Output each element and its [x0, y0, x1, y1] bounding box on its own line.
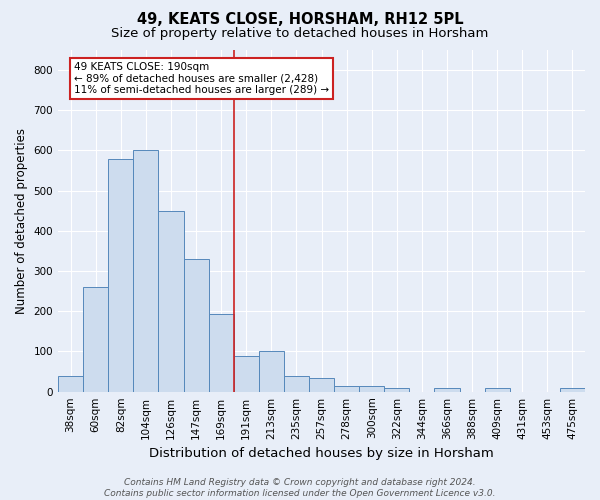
Bar — [108, 158, 133, 392]
Bar — [259, 352, 284, 392]
Bar — [233, 356, 259, 392]
Text: 49, KEATS CLOSE, HORSHAM, RH12 5PL: 49, KEATS CLOSE, HORSHAM, RH12 5PL — [137, 12, 463, 28]
Text: 49 KEATS CLOSE: 190sqm
← 89% of detached houses are smaller (2,428)
11% of semi-: 49 KEATS CLOSE: 190sqm ← 89% of detached… — [74, 62, 329, 95]
Bar — [434, 388, 460, 392]
Bar — [209, 314, 233, 392]
Bar — [58, 376, 83, 392]
Text: Contains HM Land Registry data © Crown copyright and database right 2024.
Contai: Contains HM Land Registry data © Crown c… — [104, 478, 496, 498]
Bar — [184, 259, 209, 392]
X-axis label: Distribution of detached houses by size in Horsham: Distribution of detached houses by size … — [149, 447, 494, 460]
Bar — [560, 388, 585, 392]
Bar — [158, 211, 184, 392]
Bar — [334, 386, 359, 392]
Bar — [485, 388, 510, 392]
Text: Size of property relative to detached houses in Horsham: Size of property relative to detached ho… — [112, 28, 488, 40]
Bar — [83, 287, 108, 392]
Y-axis label: Number of detached properties: Number of detached properties — [15, 128, 28, 314]
Bar — [359, 386, 384, 392]
Bar — [384, 388, 409, 392]
Bar — [284, 376, 309, 392]
Bar — [133, 150, 158, 392]
Bar — [309, 378, 334, 392]
